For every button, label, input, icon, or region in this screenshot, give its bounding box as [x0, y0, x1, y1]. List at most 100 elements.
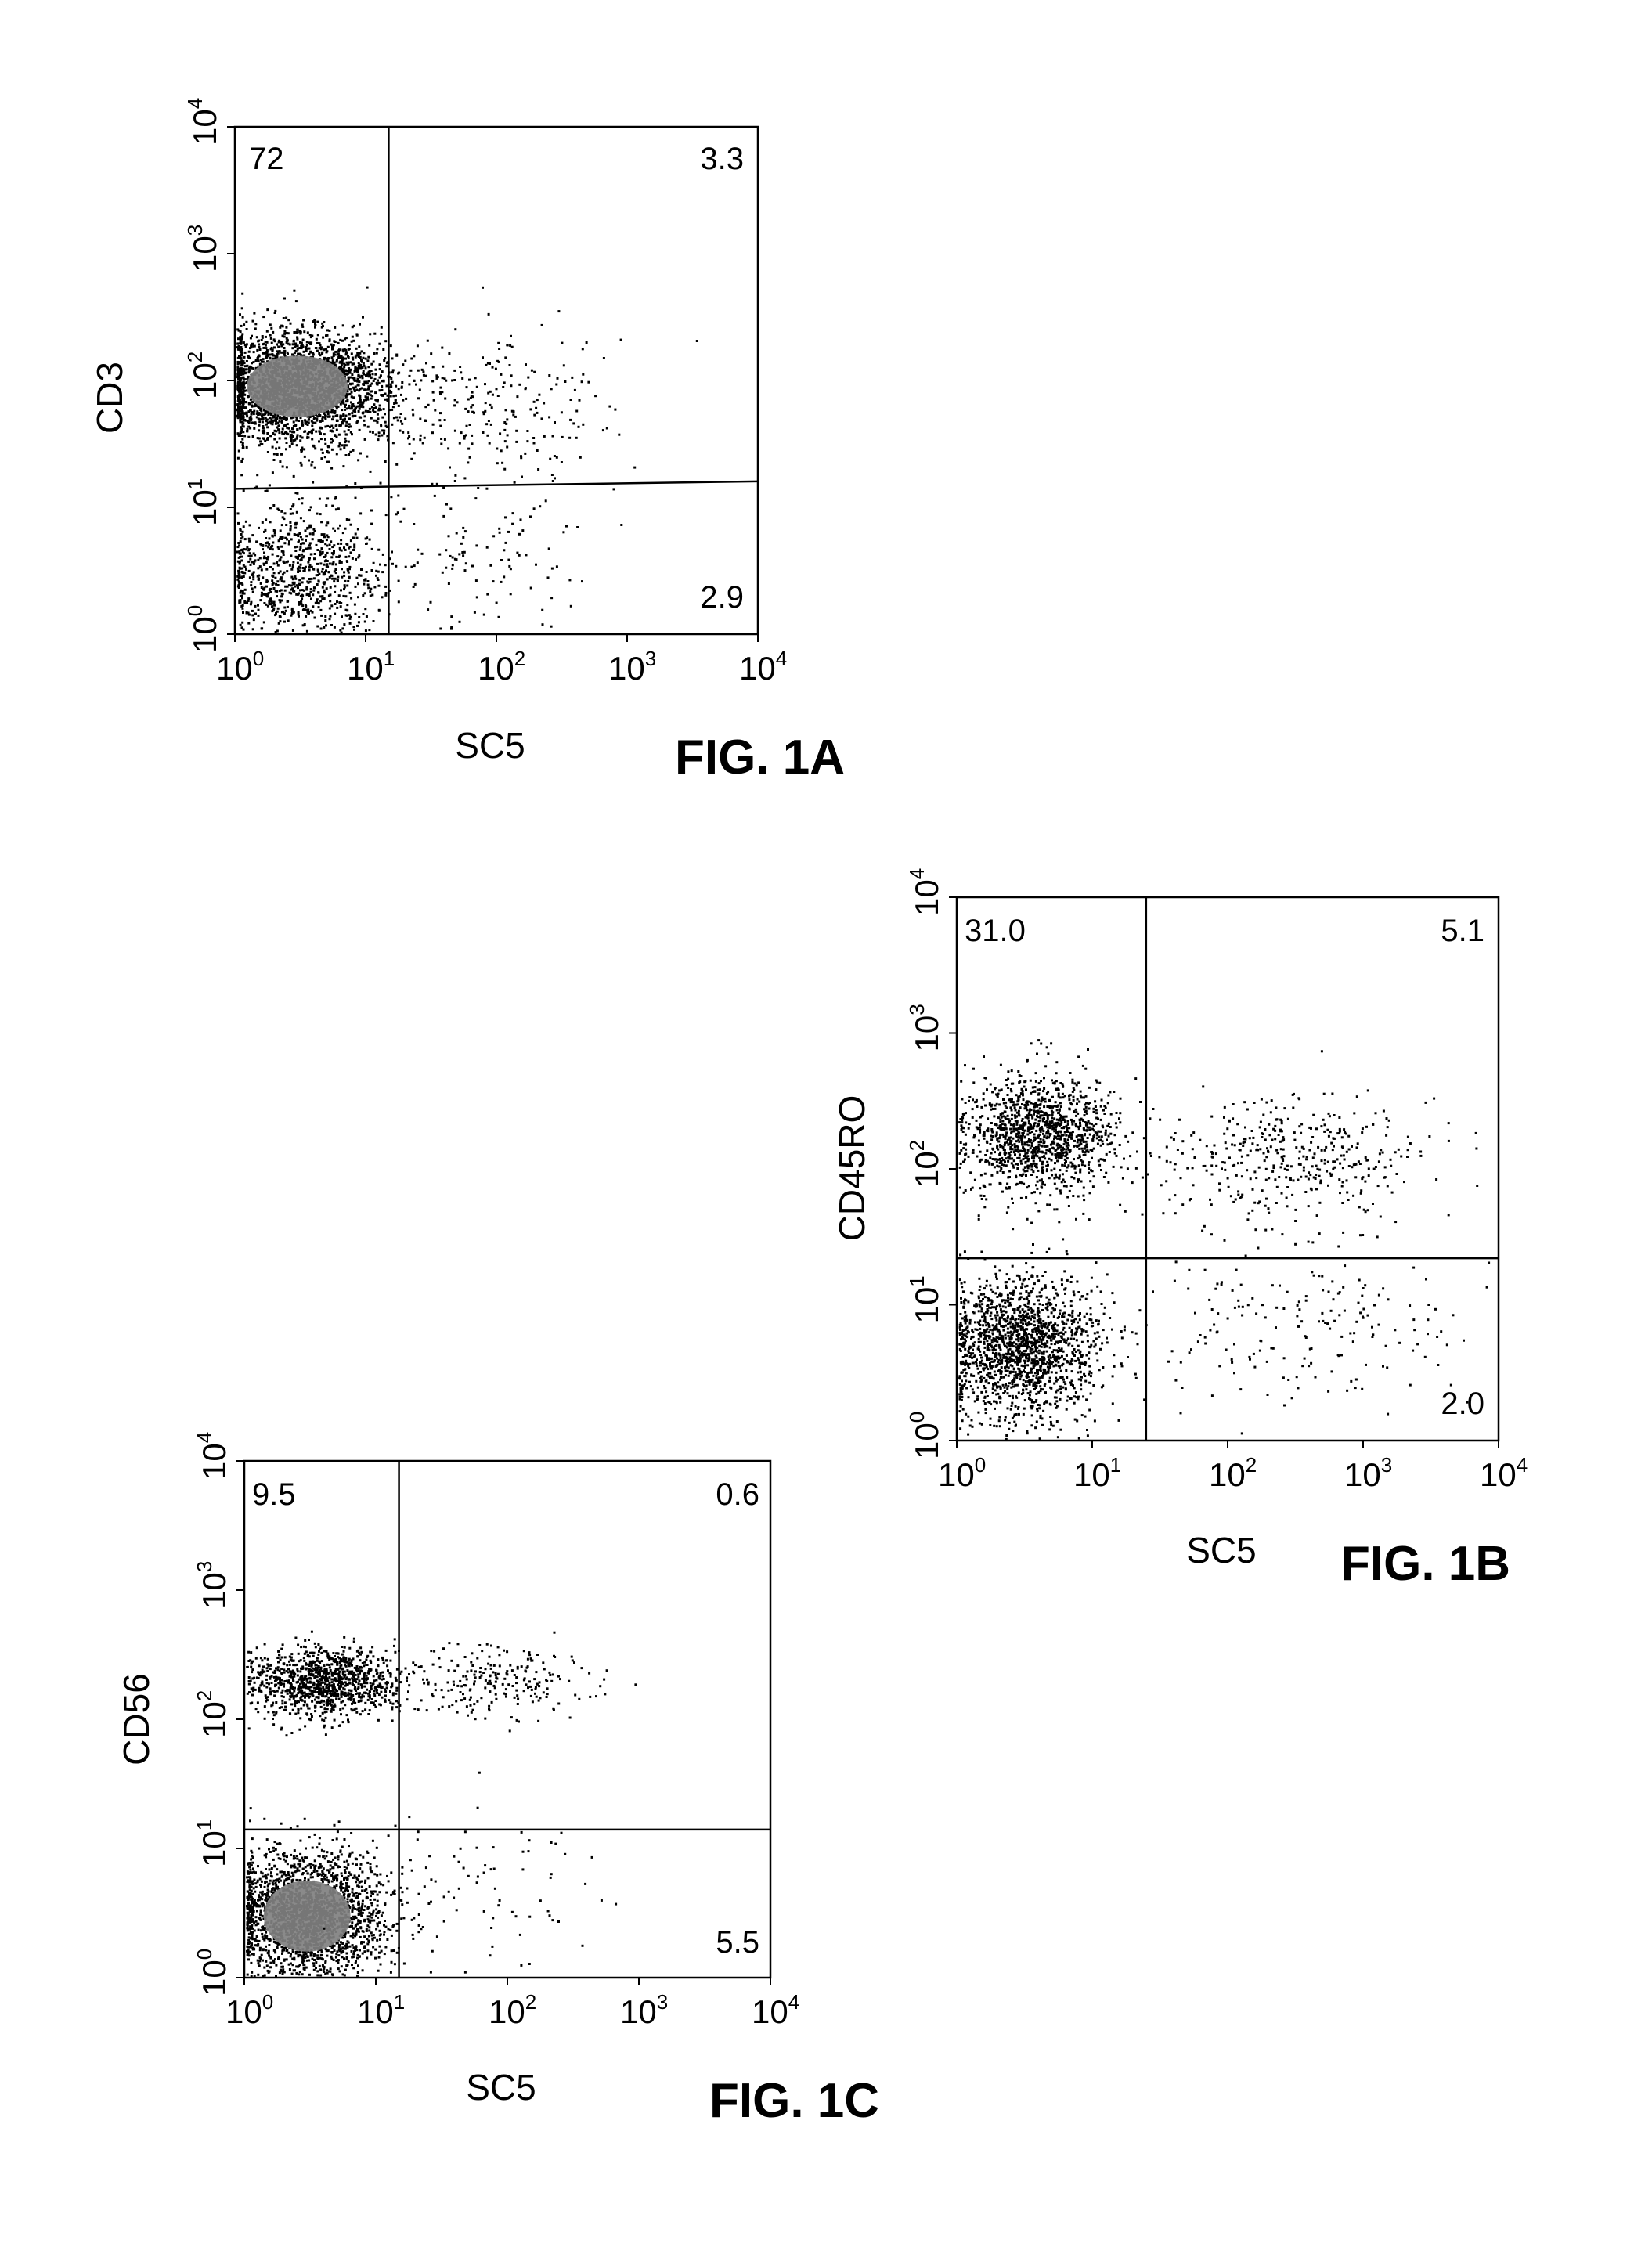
scatter-point: [530, 369, 533, 372]
scatter-point: [1107, 1134, 1110, 1138]
scatter-point: [404, 359, 407, 362]
scatter-point: [384, 514, 388, 517]
scatter-point: [305, 341, 308, 344]
scatter-point: [958, 1152, 961, 1155]
scatter-point: [266, 432, 269, 435]
scatter-point: [259, 409, 262, 411]
scatter-point: [492, 535, 496, 538]
scatter-point: [1015, 1182, 1019, 1185]
scatter-point: [269, 590, 272, 593]
scatter-point: [518, 554, 521, 557]
scatter-point: [252, 562, 255, 565]
scatter-point: [376, 577, 379, 580]
scatter-point: [293, 352, 296, 355]
scatter-point: [344, 337, 348, 340]
scatter-point: [1017, 1109, 1020, 1113]
scatter-point: [1118, 1117, 1120, 1120]
scatter-point: [1097, 1130, 1100, 1133]
scatter-point: [359, 403, 362, 406]
scatter-point: [342, 465, 345, 468]
scatter-point: [1069, 1094, 1072, 1097]
scatter-point: [248, 369, 251, 372]
scatter-point: [997, 1165, 1001, 1168]
scatter-point: [339, 605, 342, 608]
scatter-point: [298, 615, 300, 618]
scatter-point: [1007, 1087, 1010, 1089]
scatter-point: [249, 398, 252, 401]
scatter-point: [407, 431, 410, 435]
scatter-point: [308, 594, 311, 597]
scatter-point: [326, 329, 329, 332]
scatter-point: [1018, 1074, 1021, 1077]
scatter-point: [289, 525, 292, 528]
scatter-point: [328, 543, 331, 546]
scatter-point: [498, 531, 501, 534]
scatter-point: [381, 571, 384, 574]
scatter-point: [263, 563, 266, 566]
scatter-point: [330, 438, 333, 441]
scatter-point: [299, 517, 302, 520]
scatter-point: [1045, 1113, 1048, 1116]
scatter-point: [378, 408, 381, 411]
scatter-point: [269, 417, 272, 420]
scatter-point: [992, 1148, 995, 1151]
scatter-point: [439, 424, 442, 427]
scatter-point: [1039, 1159, 1042, 1162]
scatter-point: [280, 589, 283, 592]
scatter-point: [546, 576, 550, 579]
scatter-point: [990, 1174, 994, 1177]
scatter-point: [515, 440, 518, 443]
scatter-point: [1005, 1157, 1008, 1160]
scatter-point: [344, 395, 348, 399]
scatter-point: [1076, 1098, 1079, 1101]
scatter-point: [305, 349, 308, 352]
scatter-point: [371, 395, 374, 398]
scatter-point: [270, 326, 273, 330]
scatter-point: [301, 597, 304, 600]
scatter-point: [242, 552, 245, 555]
x-tick-label: 101: [347, 647, 395, 687]
scatter-point: [1055, 1080, 1058, 1083]
scatter-point: [1056, 1088, 1059, 1091]
scatter-point: [332, 415, 335, 418]
scatter-point: [291, 577, 294, 580]
scatter-point: [315, 430, 318, 433]
scatter-point: [319, 344, 322, 347]
scatter-point: [1035, 1176, 1038, 1179]
scatter-point: [261, 521, 264, 524]
scatter-point: [352, 324, 355, 327]
scatter-point: [366, 393, 370, 396]
scatter-point: [236, 373, 240, 376]
scatter-point: [961, 1098, 964, 1101]
scatter-point: [1134, 1077, 1138, 1080]
scatter-point: [363, 424, 366, 427]
scatter-point: [279, 417, 282, 420]
scatter-point: [340, 561, 343, 564]
scatter-point: [1084, 1095, 1088, 1098]
scatter-point: [343, 588, 345, 591]
scatter-point: [341, 356, 344, 359]
scatter-point: [300, 347, 303, 350]
scatter-point: [544, 499, 547, 503]
scatter-point: [366, 382, 369, 385]
scatter-point: [271, 583, 274, 586]
scatter-point: [352, 536, 355, 539]
scatter-point: [343, 574, 346, 577]
scatter-point: [397, 600, 400, 604]
scatter-point: [275, 611, 277, 615]
scatter-point: [240, 604, 243, 608]
scatter-point: [283, 620, 286, 623]
scatter-point: [328, 329, 331, 332]
scatter-point: [308, 564, 312, 567]
scatter-point: [368, 538, 371, 541]
scatter-point: [482, 411, 485, 414]
scatter-point: [365, 543, 367, 545]
scatter-point: [249, 563, 252, 566]
scatter-point: [342, 350, 345, 353]
scatter-point: [358, 366, 361, 370]
scatter-point: [258, 557, 262, 560]
scatter-point: [298, 532, 301, 535]
scatter-point: [256, 358, 259, 361]
scatter-point: [549, 457, 552, 460]
scatter-point: [276, 343, 278, 346]
